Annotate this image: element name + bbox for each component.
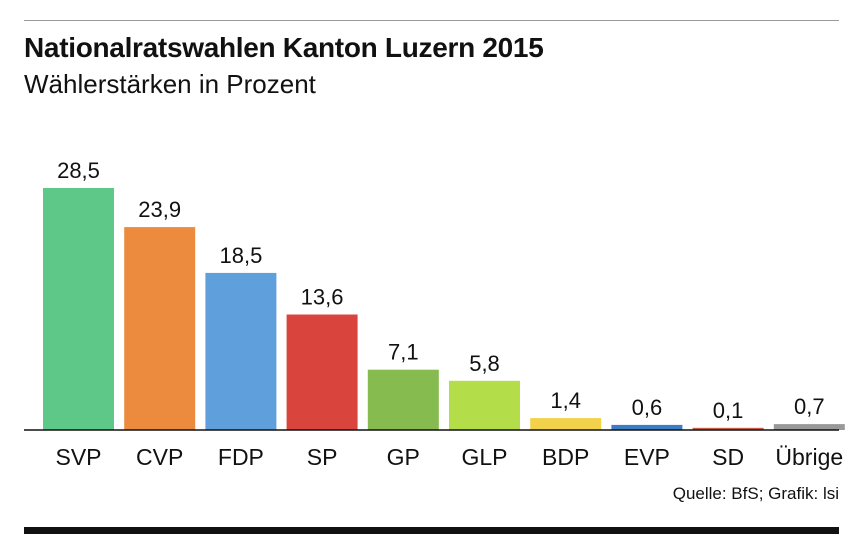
bar-sd (692, 427, 764, 430)
bar-bdp (530, 418, 602, 430)
category-label-evp: EVP (624, 444, 670, 470)
source-credit: Quelle: BfS; Grafik: lsi (672, 484, 839, 503)
bars-group (43, 188, 845, 430)
category-label-uebrige: Übrige (775, 444, 843, 470)
category-label-bdp: BDP (542, 444, 589, 470)
value-label-glp: 5,8 (469, 351, 500, 376)
bar-uebrige (773, 424, 845, 430)
value-label-cvp: 23,9 (138, 197, 181, 222)
category-label-glp: GLP (461, 444, 507, 470)
bar-sp (286, 314, 358, 430)
bar-cvp (124, 227, 196, 430)
value-label-sd: 0,1 (713, 398, 744, 423)
value-label-bdp: 1,4 (550, 388, 581, 413)
bar-gp (367, 369, 439, 430)
bar-fdp (205, 272, 277, 430)
value-label-uebrige: 0,7 (794, 394, 825, 419)
category-labels-group: SVP CVP FDP SP GP GLP BDP EVP SD Übrige (55, 444, 843, 470)
chart-title: Nationalratswahlen Kanton Luzern 2015 (24, 32, 544, 63)
value-label-gp: 7,1 (388, 340, 419, 365)
category-label-fdp: FDP (218, 444, 264, 470)
value-label-evp: 0,6 (632, 395, 663, 420)
category-label-svp: SVP (55, 444, 101, 470)
value-label-sp: 13,6 (301, 285, 344, 310)
bottom-rule (24, 527, 839, 534)
bar-glp (449, 380, 520, 430)
category-label-gp: GP (387, 444, 420, 470)
value-label-fdp: 18,5 (219, 243, 262, 268)
chart-subtitle: Wählerstärken in Prozent (24, 69, 316, 99)
bar-evp (611, 424, 683, 430)
category-label-cvp: CVP (136, 444, 183, 470)
category-label-sd: SD (712, 444, 744, 470)
value-label-svp: 28,5 (57, 158, 100, 183)
top-rule (24, 20, 839, 21)
category-label-sp: SP (307, 444, 338, 470)
value-labels-group: 28,5 23,9 18,5 13,6 7,1 5,8 1,4 0,6 0,1 0,7 (57, 158, 825, 423)
bar-svp (43, 188, 114, 430)
